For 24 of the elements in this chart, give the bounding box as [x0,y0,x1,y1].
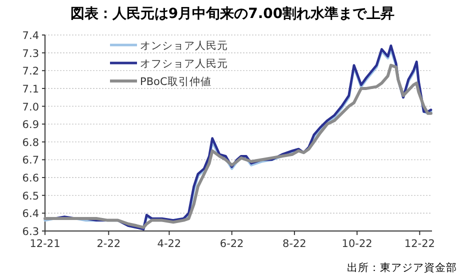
y-tick-label: 6.6 [22,172,40,185]
legend-label: オンショア人民元 [140,40,228,52]
y-tick-label: 6.4 [22,208,40,220]
x-tick-label: 12-22 [404,238,435,250]
y-tick-label: 6.9 [22,119,39,132]
x-tick-label: 10-22 [342,238,372,250]
y-tick-label: 6.3 [22,226,39,238]
y-tick-label: 7.0 [22,101,39,114]
x-tick-label: 4-22 [157,238,182,250]
legend-label: PBoC取引仲値 [140,76,212,88]
x-tick-label: 8-22 [282,238,306,250]
y-tick-label: 6.8 [22,136,39,149]
x-tick-label: 12-21 [30,238,60,250]
legend-label: オフショア人民元 [140,58,228,70]
x-tick-label: 6-22 [220,238,244,250]
y-tick-label: 6.5 [22,190,39,202]
text: 出所：東アジア資金部 [347,261,457,274]
x-tick-label: 2-22 [96,238,121,250]
chart-title: 図表：人民元は9月中旬来の7.00割れ水準まで上昇 [70,5,395,22]
y-tick-label: 7.4 [22,30,40,42]
y-tick-label: 7.2 [22,66,39,78]
y-tick-label: 7.1 [22,83,39,96]
y-tick-label: 6.7 [22,154,39,167]
y-tick-label: 7.3 [22,48,39,60]
